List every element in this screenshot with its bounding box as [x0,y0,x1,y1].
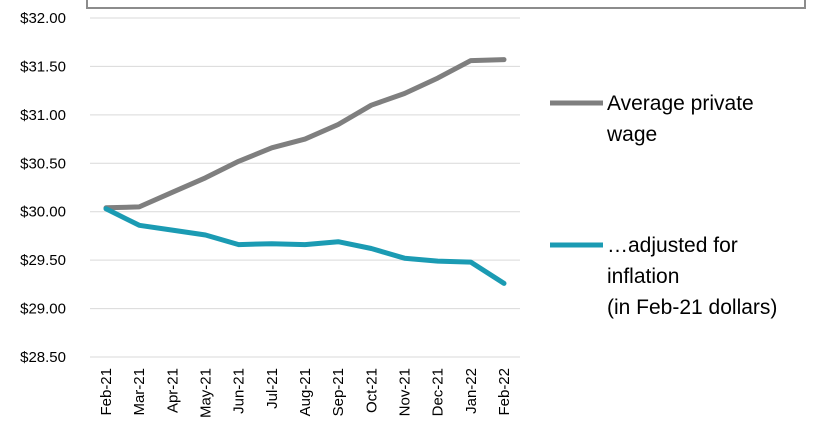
data-point [271,147,273,149]
data-point [437,260,439,262]
x-tick-label: Jul-21 [264,368,281,409]
data-point [138,224,140,226]
x-tick-label: Jun-21 [231,368,248,414]
y-tick-label: $29.50 [20,252,66,269]
data-point [404,257,405,259]
legend-label: (in Feb-21 dollars) [607,296,777,319]
legend-label: …adjusted for [607,234,738,257]
data-point [304,244,306,246]
y-tick-label: $28.50 [20,349,66,366]
x-tick-label: Oct-21 [363,368,380,413]
x-tick-label: Jan-22 [463,368,480,414]
data-point [503,282,505,284]
data-point [470,60,472,62]
x-tick-label: Apr-21 [164,368,181,413]
x-tick-label: Feb-22 [496,368,513,416]
data-point [271,243,273,245]
data-point [238,160,240,162]
y-tick-label: $32.00 [20,10,66,27]
data-point [470,261,472,263]
y-tick-label: $30.50 [20,155,66,172]
legend-label: wage [606,123,657,146]
x-tick-label: Sep-21 [330,368,347,416]
legend: Average private wage …adjusted for inflatio… [550,92,777,319]
y-tick-label: $30.00 [20,204,66,221]
grid-lines [90,17,520,358]
data-point [205,177,206,179]
y-tick-label: $31.50 [20,58,66,75]
data-point [171,229,173,231]
data-point [304,138,306,140]
series-line-1 [103,206,507,286]
data-point [238,244,240,246]
legend-label: Average private [607,92,754,115]
y-axis-ticks: $28.50 $29.00 $29.50 $30.00 $30.50 $31.00 $31.… [20,10,66,366]
x-tick-label: Mar-21 [131,368,148,416]
chart-title-frame [86,0,806,9]
data-point [404,93,405,95]
x-tick-label: Nov-21 [397,368,414,416]
data-point [171,191,173,193]
x-tick-label: Dec-21 [430,368,447,416]
legend-label: inflation [607,265,679,288]
data-point [437,77,439,79]
data-point [337,241,339,243]
series-line-0 [103,57,507,211]
data-point [205,234,206,236]
data-point [105,208,107,210]
y-tick-label: $29.00 [20,301,66,318]
x-tick-label: May-21 [198,368,215,418]
data-point [337,124,339,126]
data-point [370,248,372,250]
data-point [370,104,372,106]
x-tick-label: Aug-21 [297,368,314,416]
y-tick-label: $31.00 [20,107,66,124]
x-axis-ticks: Feb-21 Mar-21 Apr-21 May-21 Jun-21 Jul-21 Aug-… [98,368,513,418]
x-tick-label: Feb-21 [98,368,115,416]
data-point [138,206,140,208]
series-lines [103,57,507,286]
data-point [503,59,505,61]
